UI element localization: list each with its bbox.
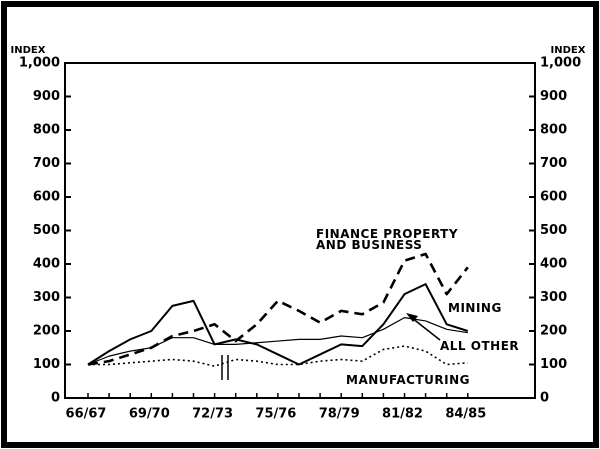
y-tick-label: 800: [33, 123, 60, 138]
x-tick-label: 78/79: [319, 407, 360, 422]
y-tick-label: 300: [33, 290, 60, 305]
series-label: ALL OTHER: [440, 339, 520, 353]
series-label: MANUFACTURING: [346, 373, 470, 387]
y2-tick-label: 700: [540, 156, 567, 171]
x-tick-label: 81/82: [382, 407, 423, 422]
x-tick-label: 84/85: [445, 407, 486, 422]
y2-tick-label: 300: [540, 290, 567, 305]
y2-axis-label: INDEX: [551, 45, 586, 56]
y2-tick-label: 900: [540, 89, 567, 104]
arrow: [406, 313, 441, 341]
y-tick-label: 500: [33, 223, 60, 238]
y-tick-label: 600: [33, 190, 60, 205]
x-tick-label: 72/73: [192, 407, 233, 422]
y2-tick-label: 600: [540, 190, 567, 205]
y-tick-label: 1,000: [19, 56, 60, 71]
y2-tick-label: 400: [540, 257, 567, 272]
y2-tick-label: 1,000: [540, 56, 581, 71]
series-line: [87, 283, 469, 366]
series-label: FINANCE PROPERTY AND BUSINESS: [316, 227, 459, 252]
y2-tick-label: 200: [540, 324, 567, 339]
series-line: [87, 252, 469, 366]
y2-tick-label: 100: [540, 357, 567, 372]
y2-tick-label: 500: [540, 223, 567, 238]
y-axis-label: INDEX: [11, 45, 46, 56]
y2-tick-label: 800: [540, 123, 567, 138]
x-tick-label: 66/67: [66, 407, 107, 422]
x-tick-label: 75/76: [255, 407, 296, 422]
series-line: [87, 317, 468, 366]
y-tick-label: 100: [33, 357, 60, 372]
y-tick-label: 900: [33, 89, 60, 104]
y-tick-label: 400: [33, 257, 60, 272]
y-tick-label: 200: [33, 324, 60, 339]
y2-tick-label: 0: [540, 391, 549, 406]
y-tick-label: 0: [51, 391, 60, 406]
axis-break: [221, 355, 229, 380]
series-label: MINING: [448, 301, 502, 315]
y-tick-label: 700: [33, 156, 60, 171]
x-tick-label: 69/70: [129, 407, 170, 422]
